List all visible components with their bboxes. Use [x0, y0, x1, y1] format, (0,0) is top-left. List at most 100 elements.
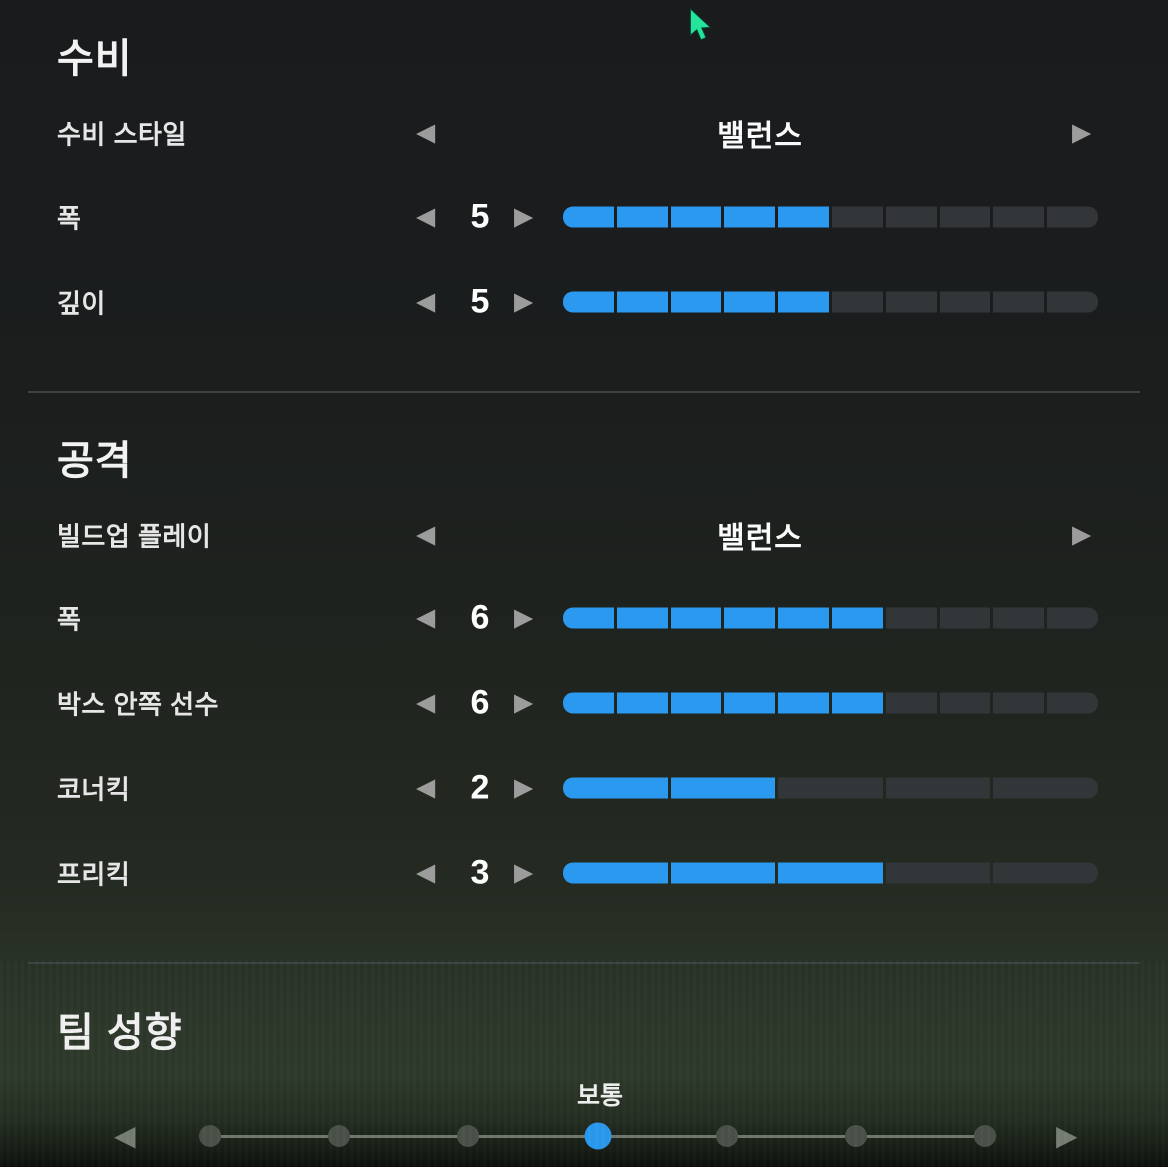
- setting-row[interactable]: 깊이 ◀ 5 ▶: [0, 274, 1168, 330]
- slider-dot[interactable]: [457, 1125, 480, 1147]
- bar-segment-empty: [885, 862, 991, 884]
- bar-segment-filled: [670, 291, 722, 313]
- bar-segment-filled: [778, 692, 829, 714]
- value-bar: [563, 206, 1098, 228]
- setting-value: 6: [470, 683, 490, 722]
- bar-segment-empty: [939, 206, 991, 228]
- bar-segment-empty: [939, 692, 991, 714]
- increase-arrow-icon[interactable]: ▶: [514, 603, 534, 632]
- setting-value: 5: [470, 282, 490, 321]
- bar-segment-empty: [831, 206, 883, 228]
- bar-segment-empty: [885, 206, 937, 228]
- bar-segment-empty: [885, 607, 937, 629]
- setting-value: 밸런스: [717, 522, 803, 555]
- setting-row[interactable]: 프리킥 ◀ 3 ▶: [0, 845, 1168, 901]
- setting-row[interactable]: 박스 안쪽 선수 ◀ 6 ▶: [0, 675, 1168, 731]
- setting-row[interactable]: 코너킥 ◀ 2 ▶: [0, 760, 1168, 816]
- mentality-section-title: 팀 성향: [57, 1011, 183, 1055]
- slider-dot-active[interactable]: [584, 1122, 611, 1150]
- bar-segment-empty: [993, 206, 1045, 228]
- bar-segment-filled: [563, 862, 668, 884]
- section-divider: [28, 391, 1140, 393]
- previous-option-arrow-icon[interactable]: ◀: [416, 520, 436, 549]
- decrease-arrow-icon[interactable]: ◀: [416, 202, 436, 231]
- increase-arrow-icon[interactable]: ▶: [514, 858, 534, 887]
- bar-segment-filled: [563, 291, 614, 313]
- slider-dot[interactable]: [844, 1125, 867, 1147]
- setting-label: 수비 스타일: [57, 119, 187, 150]
- slider-dot[interactable]: [974, 1125, 996, 1147]
- value-bar: [563, 607, 1098, 629]
- previous-option-arrow-icon[interactable]: ◀: [416, 118, 436, 147]
- setting-value: 밸런스: [717, 120, 803, 153]
- bar-segment-filled: [670, 777, 776, 799]
- decrease-arrow-icon[interactable]: ◀: [416, 688, 436, 717]
- bar-segment-empty: [778, 777, 883, 799]
- setting-label: 빌드업 플레이: [57, 521, 212, 552]
- setting-row[interactable]: 폭 ◀ 6 ▶: [0, 590, 1168, 646]
- mentality-right-arrow-icon[interactable]: ▶: [1056, 1120, 1078, 1151]
- bar-segment-empty: [939, 607, 991, 629]
- mentality-left-arrow-icon[interactable]: ◀: [114, 1120, 136, 1151]
- setting-row[interactable]: 폭 ◀ 5 ▶: [0, 189, 1168, 245]
- decrease-arrow-icon[interactable]: ◀: [416, 858, 436, 887]
- bar-segment-empty: [1047, 607, 1098, 629]
- setting-row[interactable]: 수비 스타일 ◀ 밸런스 ▶: [0, 105, 1168, 161]
- slider-dot[interactable]: [328, 1125, 351, 1147]
- increase-arrow-icon[interactable]: ▶: [514, 773, 534, 802]
- setting-label: 폭: [57, 604, 82, 635]
- bar-segment-filled: [724, 692, 776, 714]
- setting-row[interactable]: 빌드업 플레이 ◀ 밸런스 ▶: [0, 507, 1168, 563]
- bar-segment-empty: [885, 291, 937, 313]
- bar-segment-filled: [778, 607, 829, 629]
- bar-segment-filled: [563, 692, 614, 714]
- bar-segment-filled: [563, 206, 614, 228]
- bar-segment-filled: [778, 862, 883, 884]
- decrease-arrow-icon[interactable]: ◀: [416, 773, 436, 802]
- bar-segment-filled: [616, 206, 668, 228]
- mouse-cursor-icon: [688, 7, 716, 49]
- bar-segment-filled: [670, 862, 776, 884]
- bar-segment-filled: [563, 607, 614, 629]
- bar-segment-empty: [993, 291, 1045, 313]
- next-option-arrow-icon[interactable]: ▶: [1072, 520, 1092, 549]
- value-bar: [563, 862, 1098, 884]
- increase-arrow-icon[interactable]: ▶: [514, 688, 534, 717]
- value-bar: [563, 692, 1098, 714]
- setting-label: 깊이: [57, 288, 106, 319]
- decrease-arrow-icon[interactable]: ◀: [416, 603, 436, 632]
- bar-segment-empty: [993, 607, 1045, 629]
- increase-arrow-icon[interactable]: ▶: [514, 287, 534, 316]
- setting-label: 박스 안쪽 선수: [57, 689, 219, 720]
- setting-label: 폭: [57, 203, 82, 234]
- bar-segment-filled: [778, 206, 829, 228]
- attack-section-title: 공격: [57, 439, 133, 483]
- mentality-value-label: 보통: [576, 1082, 623, 1110]
- bar-segment-filled: [724, 291, 776, 313]
- bar-segment-empty: [993, 862, 1098, 884]
- bar-segment-filled: [670, 692, 722, 714]
- defense-section-title: 수비: [57, 37, 133, 81]
- bar-segment-filled: [724, 206, 776, 228]
- bar-segment-filled: [778, 291, 829, 313]
- value-bar: [563, 291, 1098, 313]
- slider-dot[interactable]: [715, 1125, 738, 1147]
- bar-segment-empty: [993, 692, 1045, 714]
- bar-segment-filled: [616, 607, 668, 629]
- decrease-arrow-icon[interactable]: ◀: [416, 287, 436, 316]
- bar-segment-empty: [1047, 206, 1098, 228]
- setting-value: 6: [470, 598, 490, 637]
- setting-value: 2: [470, 768, 490, 807]
- section-divider: [28, 962, 1140, 964]
- bar-segment-filled: [670, 607, 722, 629]
- bar-segment-filled: [563, 777, 668, 799]
- setting-label: 코너킥: [57, 774, 131, 805]
- bar-segment-filled: [831, 692, 883, 714]
- bar-segment-empty: [1047, 291, 1098, 313]
- next-option-arrow-icon[interactable]: ▶: [1072, 118, 1092, 147]
- slider-dot[interactable]: [199, 1125, 221, 1147]
- bar-segment-empty: [1047, 692, 1098, 714]
- increase-arrow-icon[interactable]: ▶: [514, 202, 534, 231]
- value-bar: [563, 777, 1098, 799]
- bar-segment-empty: [885, 777, 991, 799]
